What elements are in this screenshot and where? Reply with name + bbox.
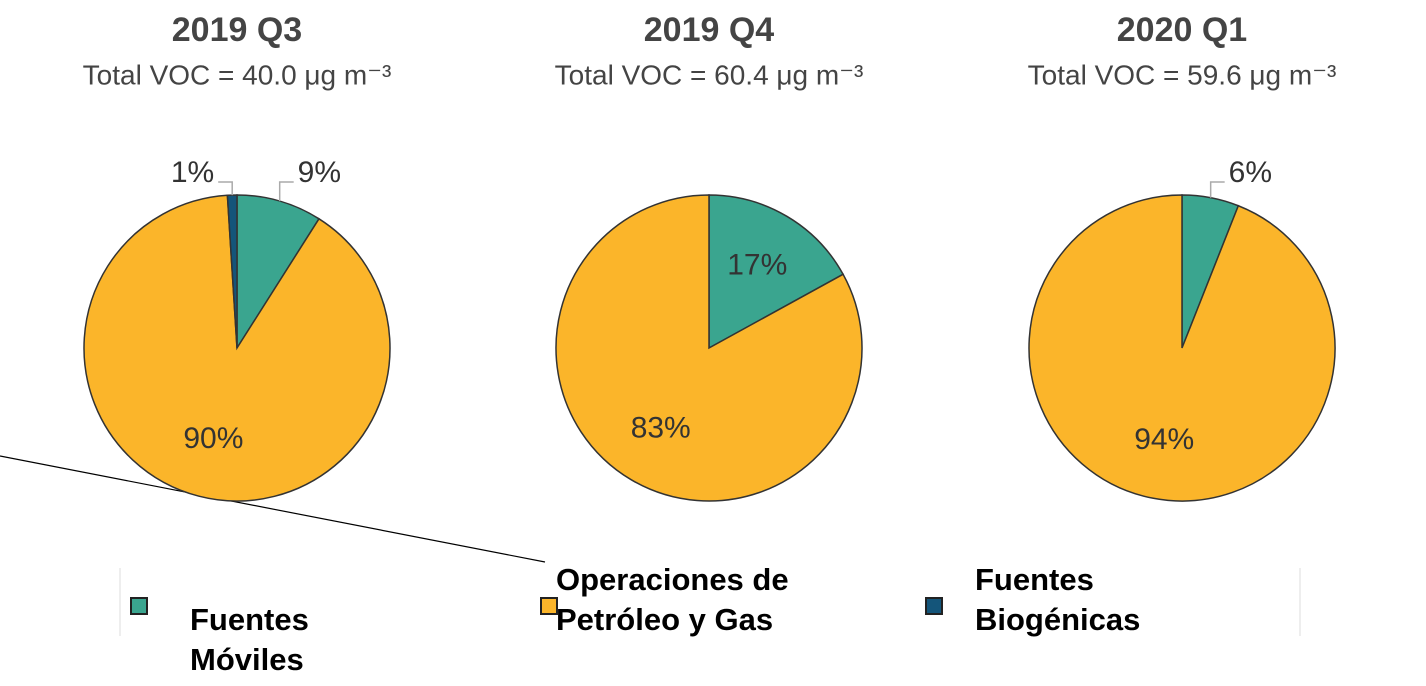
value-label: 9% xyxy=(298,156,341,189)
chart-title: 2019 Q4 xyxy=(644,11,775,49)
legend-swatch xyxy=(925,597,943,615)
leader-line xyxy=(278,181,294,202)
chart-subtitle: Total VOC = 60.4 μg m⁻³ xyxy=(555,59,864,90)
legend-label: Fuentes Biogénicas xyxy=(975,562,1141,637)
value-label: 6% xyxy=(1229,156,1272,189)
chart-title: 2019 Q3 xyxy=(172,11,302,49)
pie-slice xyxy=(555,194,863,502)
chart-subtitle: Total VOC = 59.6 μg m⁻³ xyxy=(1028,59,1337,90)
chart-subtitle: Total VOC = 40.0 μg m⁻³ xyxy=(83,59,392,90)
leader-line xyxy=(1209,181,1225,198)
value-label: 1% xyxy=(171,156,214,189)
pie-slice xyxy=(708,194,845,350)
connector-line xyxy=(0,455,546,563)
value-label: 83% xyxy=(631,412,691,445)
legend-swatch xyxy=(540,597,558,615)
legend-swatch xyxy=(130,597,148,615)
value-label: 17% xyxy=(727,248,787,281)
legend-label: Fuentes Móviles xyxy=(190,602,309,677)
leader-line xyxy=(218,181,233,196)
pie-slice xyxy=(236,194,321,351)
pie-slice xyxy=(83,194,391,502)
chart-title: 2020 Q1 xyxy=(1117,11,1247,49)
legend-label: Operaciones de Petróleo y Gas xyxy=(556,562,789,637)
value-label: 94% xyxy=(1134,423,1194,456)
pie-slice xyxy=(1028,194,1336,502)
pie-slice xyxy=(226,194,238,349)
value-label: 90% xyxy=(183,422,243,455)
